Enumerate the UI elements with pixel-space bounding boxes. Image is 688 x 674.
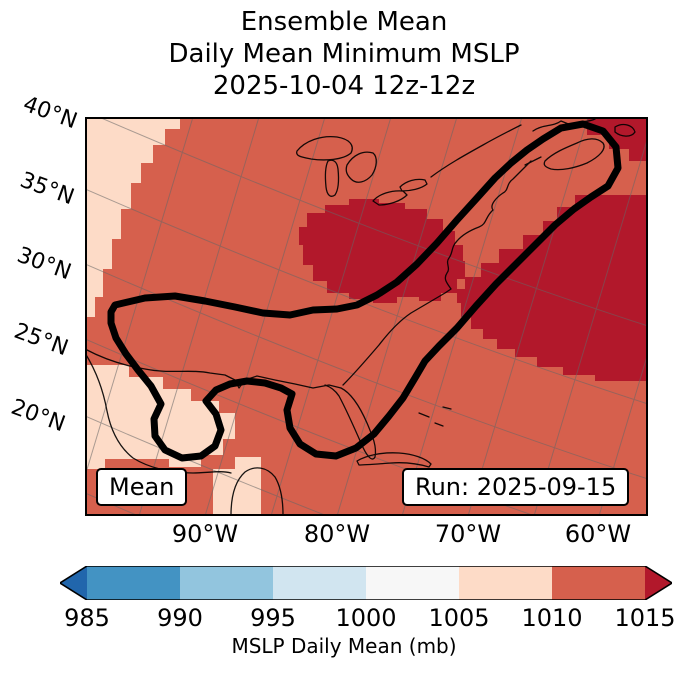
map-frame [85,117,648,516]
gulf-st-lawrence-coast [532,118,596,132]
title-line-3: 2025-10-04 12z-12z [212,71,476,101]
colorbar-tick-label: 1005 [428,604,490,632]
colorbar-svg [58,565,674,601]
yucatan-coast [230,467,284,516]
graticule [85,117,648,516]
lake-michigan [324,159,340,197]
lake-superior [295,135,353,161]
lake-ontario [399,178,428,192]
colorbar-caption: MSLP Daily Mean (mb) [231,634,457,658]
island-coast [614,123,636,137]
colorbar-tick-label: 1015 [614,604,676,632]
bay-of-fundy [524,156,542,166]
colorbar: 985 990 995 1000 1005 1010 1015 [58,565,676,632]
bahamas [418,406,452,427]
colorbar-cell [459,566,552,600]
colorbar-cells [60,566,672,600]
mslp-map [85,117,648,516]
colorbar-tick-label: 990 [157,604,203,632]
colorbar-cell [180,566,273,600]
lon-tick-label: 90°W [171,520,239,548]
nova-scotia-coast [543,138,605,171]
lon-tick-label: 80°W [303,520,371,548]
colorbar-cell [552,566,645,600]
pale-region-southwest-corner [85,435,137,469]
lat-tick-label: 20°N [7,394,69,438]
colorbar-arrow-high [645,566,672,600]
fill-band-1005-1010-group [85,117,261,516]
mean-box: Mean [96,468,188,506]
florida-coast [324,384,377,460]
lat-tick-label: 25°N [10,318,72,362]
dark-region-atlantic [457,195,648,381]
colorbar-tick-label: 985 [64,604,110,632]
lon-tick-label: 70°W [434,520,502,548]
colorbar-tick-label: 1010 [521,604,583,632]
pale-region-southwest [85,365,235,467]
colorbar-cell [273,566,366,600]
title-line-2: Daily Mean Minimum MSLP [168,39,520,69]
title-line-1: Ensemble Mean [240,7,448,37]
st-lawrence-river [430,124,522,178]
cuba-coast [356,452,432,468]
lake-huron [345,151,377,183]
lat-tick-label: 30°N [13,242,75,286]
lon-tick-label: 60°W [564,520,632,548]
lat-tick-label: 35°N [16,167,78,211]
colorbar-tick-label: 995 [250,604,296,632]
colorbar-arrow-low [60,566,87,600]
run-box: Run: 2025-09-15 [402,468,630,506]
bold-feature-contour [107,120,622,462]
dark-region-northeast-us [299,199,465,303]
colorbar-tick-label: 1000 [335,604,397,632]
east-coast [342,160,532,386]
pale-region-northwest [85,117,180,317]
colorbar-cell [366,566,459,600]
mexico-coast [85,352,232,474]
lake-erie [372,190,408,206]
gulf-coast [85,348,342,389]
colorbar-cell [87,566,180,600]
